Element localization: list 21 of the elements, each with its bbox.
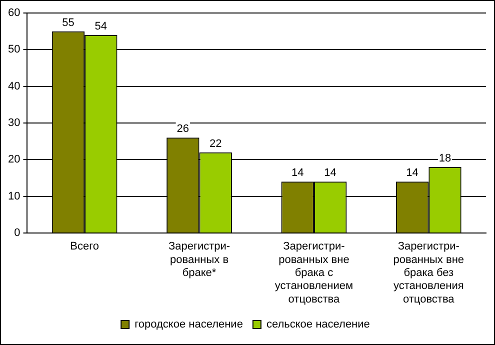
- legend-label: городское население: [134, 318, 243, 331]
- x-tick-label: Зарегистри- рованных вне брака с установлением отцовства: [274, 240, 354, 306]
- y-tick-label: 40: [8, 80, 20, 92]
- legend-label: сельское население: [266, 318, 370, 331]
- x-tick-label: Зарегистри- рованных вне брака без установления отцовства: [393, 240, 464, 306]
- data-label: 22: [209, 138, 222, 150]
- data-label: 14: [324, 167, 336, 180]
- y-tick-label: 10: [8, 190, 20, 202]
- y-tick-label: 20: [8, 154, 20, 166]
- data-label: 18: [438, 152, 452, 165]
- y-tick-label: 0: [14, 227, 20, 240]
- y-tick-label: 60: [8, 7, 20, 20]
- data-label: 54: [94, 20, 108, 33]
- data-label: 26: [176, 123, 190, 136]
- y-tick-label: 30: [8, 117, 20, 130]
- data-label: 14: [291, 167, 304, 180]
- x-tick-label: Всего: [70, 240, 100, 253]
- data-label: 14: [406, 167, 418, 180]
- x-tick-label: Зарегистри- рованных в браке*: [168, 240, 230, 280]
- y-tick-label: 50: [8, 44, 20, 56]
- data-label: 55: [62, 16, 74, 29]
